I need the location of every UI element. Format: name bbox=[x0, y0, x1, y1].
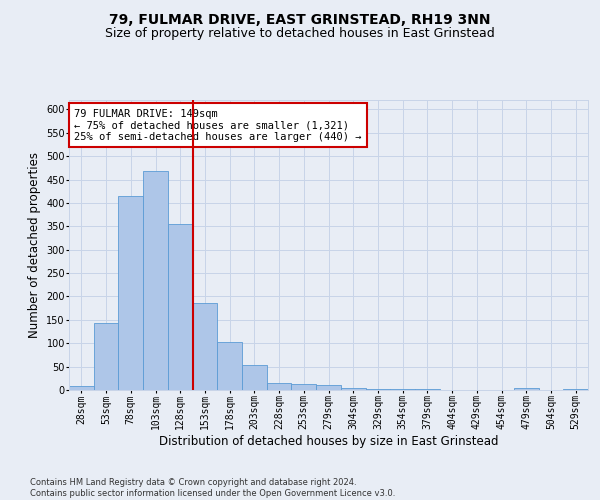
Bar bbox=[341, 388, 365, 390]
Bar bbox=[143, 171, 168, 390]
Text: 79 FULMAR DRIVE: 149sqm
← 75% of detached houses are smaller (1,321)
25% of semi: 79 FULMAR DRIVE: 149sqm ← 75% of detache… bbox=[74, 108, 362, 142]
Bar bbox=[415, 388, 440, 390]
Text: Size of property relative to detached houses in East Grinstead: Size of property relative to detached ho… bbox=[105, 28, 495, 40]
Bar bbox=[514, 388, 539, 390]
Bar bbox=[563, 388, 588, 390]
Bar bbox=[316, 386, 341, 390]
X-axis label: Distribution of detached houses by size in East Grinstead: Distribution of detached houses by size … bbox=[159, 435, 498, 448]
Bar bbox=[69, 386, 94, 390]
Bar bbox=[267, 383, 292, 390]
Bar bbox=[118, 196, 143, 390]
Bar bbox=[292, 384, 316, 390]
Bar bbox=[242, 365, 267, 390]
Bar bbox=[390, 389, 415, 390]
Bar bbox=[193, 304, 217, 390]
Bar bbox=[365, 388, 390, 390]
Bar bbox=[168, 224, 193, 390]
Text: 79, FULMAR DRIVE, EAST GRINSTEAD, RH19 3NN: 79, FULMAR DRIVE, EAST GRINSTEAD, RH19 3… bbox=[109, 12, 491, 26]
Bar bbox=[94, 323, 118, 390]
Bar bbox=[217, 342, 242, 390]
Text: Contains HM Land Registry data © Crown copyright and database right 2024.
Contai: Contains HM Land Registry data © Crown c… bbox=[30, 478, 395, 498]
Y-axis label: Number of detached properties: Number of detached properties bbox=[28, 152, 41, 338]
